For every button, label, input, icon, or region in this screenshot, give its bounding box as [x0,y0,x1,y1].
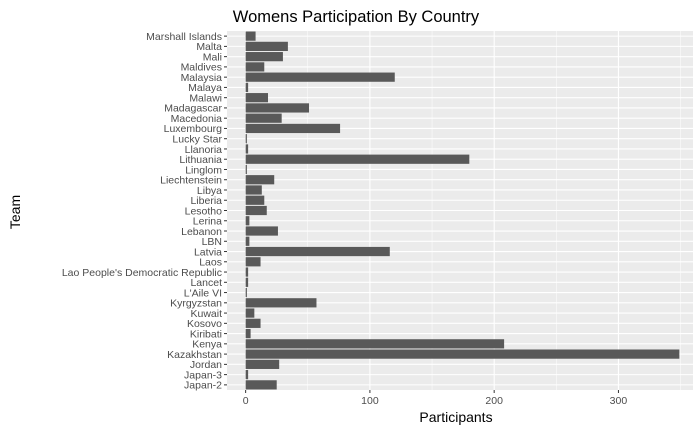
y-tick-label: Mali [203,51,222,63]
x-tick-label: 300 [610,395,628,407]
y-tick-label: Kyrgyzstan [170,298,222,310]
bar [245,339,505,349]
y-axis: Marshall IslandsMaltaMaliMaldivesMalaysi… [62,31,227,392]
bar [245,113,282,123]
bar [245,195,265,205]
y-tick-label: Laos [199,257,222,269]
chart-title: Womens Participation By Country [233,8,480,26]
bar [245,277,249,287]
bar [245,349,680,359]
y-tick-label: Kiribati [190,328,222,340]
bar [245,144,249,154]
bar [245,164,247,175]
bar [245,308,255,318]
y-tick-label: Maldives [181,62,222,74]
y-tick-label: Llanoria [185,144,223,156]
y-tick-label: Latvia [194,246,222,258]
bar [245,93,269,103]
y-tick-label: Malta [196,41,222,53]
bar [245,52,283,62]
bar [245,41,288,52]
y-tick-label: LBN [202,236,222,248]
x-axis-title: Participants [419,409,492,425]
bar [245,298,317,308]
bar [245,267,249,277]
y-tick-label: Japan-3 [184,369,222,381]
y-tick-label: Lebanon [181,226,222,238]
y-tick-label: Lancet [190,277,222,289]
y-tick-label: Lerina [193,216,222,228]
y-tick-label: Luxembourg [164,123,223,135]
bar [245,246,390,257]
bar [245,62,265,72]
y-tick-label: Malaysia [181,72,223,84]
y-tick-label: Libya [197,185,222,197]
y-tick-label: Linglom [185,164,222,176]
x-tick-label: 200 [485,395,503,407]
bar [245,123,341,134]
x-tick-label: 0 [243,395,249,407]
bar [245,359,280,369]
y-tick-label: Liechtenstein [160,175,222,187]
y-tick-label: Lesotho [185,205,223,217]
y-tick-label: Malaya [188,82,222,94]
y-tick-label: Lithuania [179,154,222,166]
y-tick-label: Kenya [192,339,222,351]
bar [245,380,277,390]
bar [245,72,395,82]
y-tick-label: Lao People's Democratic Republic [62,267,222,279]
bar [245,31,256,41]
y-tick-label: Marshall Islands [146,31,222,43]
bar [245,175,275,185]
y-tick-label: Japan-2 [184,380,222,392]
gridlines [227,31,693,390]
bar [245,369,249,380]
y-tick-label: Madagascar [164,103,222,115]
bar [245,236,250,246]
bar [245,185,262,195]
bar [245,216,250,226]
bar [245,103,310,113]
x-tick-label: 100 [361,395,379,407]
y-tick-label: Kazakhstan [167,349,222,361]
y-axis-title: Team [7,195,23,229]
y-tick-label: Kuwait [190,308,222,320]
y-tick-label: Jordan [190,359,222,371]
y-tick-label: Malawi [189,92,222,104]
bar [245,257,261,267]
bar [245,287,247,298]
bar [245,134,247,144]
x-axis: 0 100 200 300 [243,390,628,407]
y-tick-label: Macedonia [171,113,223,125]
y-tick-label: Lucky Star [172,134,222,146]
bar [245,205,267,216]
y-tick-label: L'Aile VI [184,287,222,299]
bar [245,318,261,328]
y-tick-label: Kosovo [187,318,222,330]
bar [245,226,278,236]
bar [245,328,251,339]
y-tick-label: Liberia [190,195,222,207]
bar [245,154,470,164]
bar [245,82,249,93]
bars [245,31,680,390]
